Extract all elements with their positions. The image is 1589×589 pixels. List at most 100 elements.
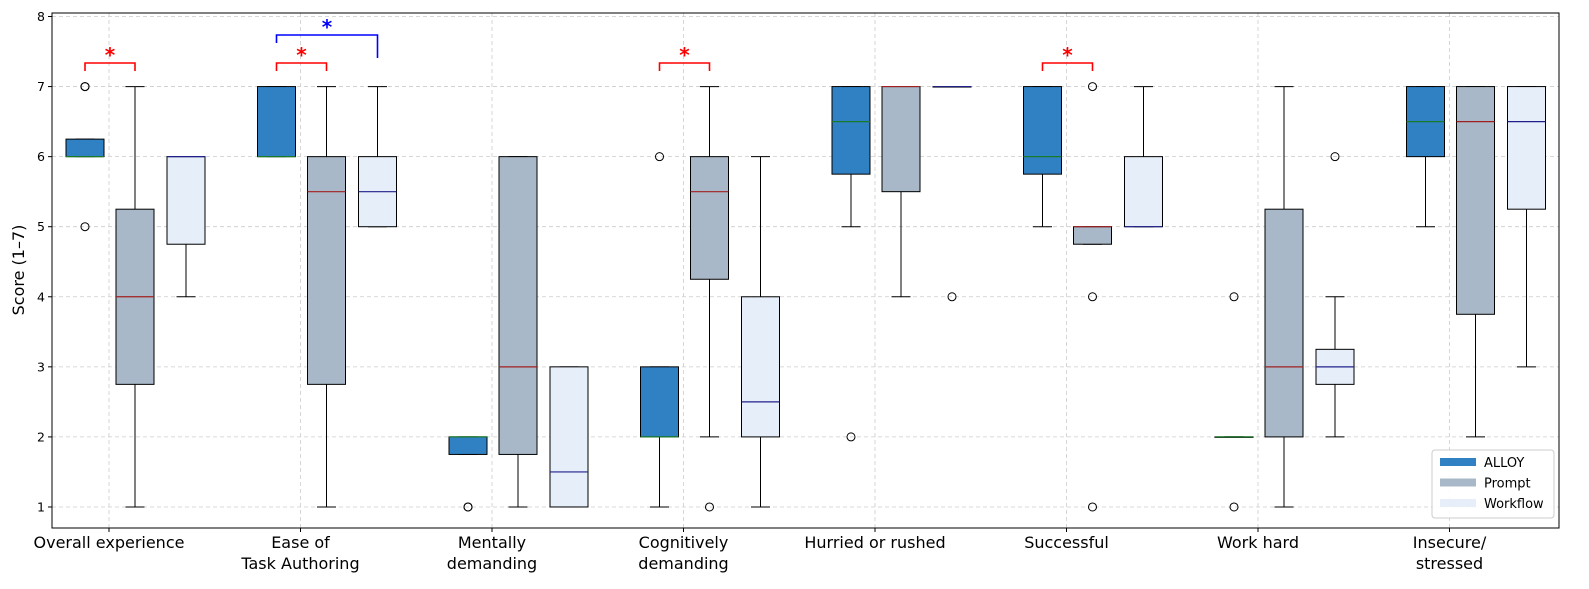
box-prompt bbox=[115, 86, 155, 508]
iqr-box bbox=[741, 296, 780, 438]
x-category-label: Cognitively bbox=[639, 533, 729, 552]
y-tick-label: 1 bbox=[37, 499, 45, 514]
y-tick-label: 5 bbox=[37, 219, 45, 234]
box-prompt bbox=[307, 86, 346, 508]
box-prompt bbox=[1456, 86, 1495, 438]
iqr-box bbox=[448, 436, 488, 455]
iqr-box bbox=[1124, 156, 1163, 228]
significance-layer: * * * * * bbox=[84, 15, 1094, 71]
grid-layer bbox=[52, 13, 1559, 528]
box-workflow bbox=[358, 86, 397, 228]
legend-swatch-prompt bbox=[1440, 478, 1476, 487]
x-category-label: Hurried or rushed bbox=[804, 533, 945, 552]
significance-bracket: * bbox=[275, 43, 328, 71]
box-prompt bbox=[690, 86, 729, 512]
outlier-point bbox=[655, 152, 664, 162]
bracket-line bbox=[658, 62, 711, 71]
box-workflow bbox=[932, 85, 972, 302]
significance-star: * bbox=[1062, 43, 1073, 67]
outlier-point bbox=[463, 502, 473, 512]
legend-label-alloy: ALLOY bbox=[1484, 456, 1524, 471]
significance-star: * bbox=[322, 15, 333, 39]
outlier-point bbox=[80, 222, 90, 232]
legend-swatch-alloy bbox=[1440, 458, 1476, 466]
outlier-point bbox=[80, 82, 90, 92]
box-prompt bbox=[881, 85, 921, 298]
iqr-box bbox=[498, 156, 538, 455]
x-category-label: demanding bbox=[638, 554, 728, 573]
y-axis-title: Score (1–7) bbox=[9, 225, 28, 316]
outlier-point bbox=[1088, 292, 1097, 302]
box-workflow bbox=[1124, 86, 1163, 228]
x-category-label: Work hard bbox=[1217, 533, 1299, 552]
outlier-point bbox=[705, 502, 714, 512]
box-alloy bbox=[1406, 86, 1445, 228]
significance-star: * bbox=[296, 43, 307, 67]
y-tick-label: 2 bbox=[37, 429, 45, 444]
y-axis: 1 2 3 4 5 6 7 8 bbox=[37, 9, 52, 514]
iqr-box bbox=[166, 156, 206, 245]
legend: ALLOY Prompt Workflow bbox=[1431, 449, 1555, 519]
box-alloy bbox=[65, 82, 105, 232]
legend-swatch-workflow bbox=[1440, 499, 1476, 507]
y-tick-label: 3 bbox=[37, 359, 45, 374]
box-prompt bbox=[1073, 82, 1112, 512]
iqr-box bbox=[307, 156, 346, 385]
significance-star: * bbox=[105, 43, 116, 67]
x-axis: Overall experience Ease of Task Authoring M… bbox=[34, 528, 1487, 573]
plot-frame bbox=[51, 12, 1560, 529]
iqr-box bbox=[549, 366, 589, 508]
y-tick-label: 8 bbox=[37, 9, 45, 24]
iqr-box bbox=[257, 86, 296, 158]
bracket-line bbox=[275, 34, 379, 58]
x-category-label: Ease of bbox=[271, 533, 330, 552]
outlier-point bbox=[1088, 502, 1097, 512]
box-workflow bbox=[741, 156, 780, 508]
legend-label-prompt: Prompt bbox=[1484, 477, 1531, 492]
bracket-line bbox=[1041, 62, 1094, 71]
x-category-label: demanding bbox=[447, 554, 537, 573]
box-prompt bbox=[1264, 86, 1304, 508]
legend-label-workflow: Workflow bbox=[1484, 497, 1544, 512]
x-category-label: Successful bbox=[1024, 533, 1109, 552]
outlier-point bbox=[1088, 82, 1097, 92]
iqr-box bbox=[1507, 86, 1546, 210]
bracket-line bbox=[84, 62, 136, 71]
x-category-label: Insecure/ bbox=[1413, 533, 1487, 552]
y-tick-label: 4 bbox=[37, 289, 45, 304]
box-workflow bbox=[1315, 152, 1355, 438]
box-workflow bbox=[1507, 86, 1546, 368]
box-alloy bbox=[1023, 86, 1062, 228]
iqr-box bbox=[65, 138, 105, 158]
iqr-box bbox=[1456, 86, 1495, 315]
box-workflow bbox=[549, 366, 589, 508]
iqr-box bbox=[1073, 226, 1112, 245]
x-category-label: Mentally bbox=[458, 533, 526, 552]
box-alloy bbox=[640, 152, 679, 508]
outlier-point bbox=[1229, 502, 1239, 512]
box-workflow bbox=[166, 156, 206, 298]
iqr-box bbox=[690, 156, 729, 280]
box-alloy bbox=[448, 436, 488, 512]
y-tick-label: 6 bbox=[37, 149, 45, 164]
iqr-box bbox=[1264, 208, 1304, 438]
outlier-point bbox=[1330, 152, 1340, 162]
outlier-point bbox=[1229, 292, 1239, 302]
outlier-point bbox=[947, 292, 957, 302]
bracket-line bbox=[275, 62, 328, 71]
significance-star: * bbox=[679, 43, 690, 67]
iqr-box bbox=[881, 86, 921, 193]
y-tick-label: 7 bbox=[37, 79, 45, 94]
x-category-label: Task Authoring bbox=[240, 554, 359, 573]
significance-bracket: * bbox=[658, 43, 711, 71]
outlier-point bbox=[846, 432, 856, 442]
box-alloy bbox=[831, 86, 871, 442]
iqr-box bbox=[831, 86, 871, 175]
x-category-label: stressed bbox=[1416, 554, 1483, 573]
significance-bracket: * bbox=[275, 15, 379, 58]
box-alloy bbox=[1214, 292, 1254, 512]
box-alloy bbox=[257, 86, 296, 158]
box-layer bbox=[65, 82, 1546, 512]
box-prompt bbox=[498, 156, 538, 508]
iqr-box bbox=[640, 366, 679, 438]
